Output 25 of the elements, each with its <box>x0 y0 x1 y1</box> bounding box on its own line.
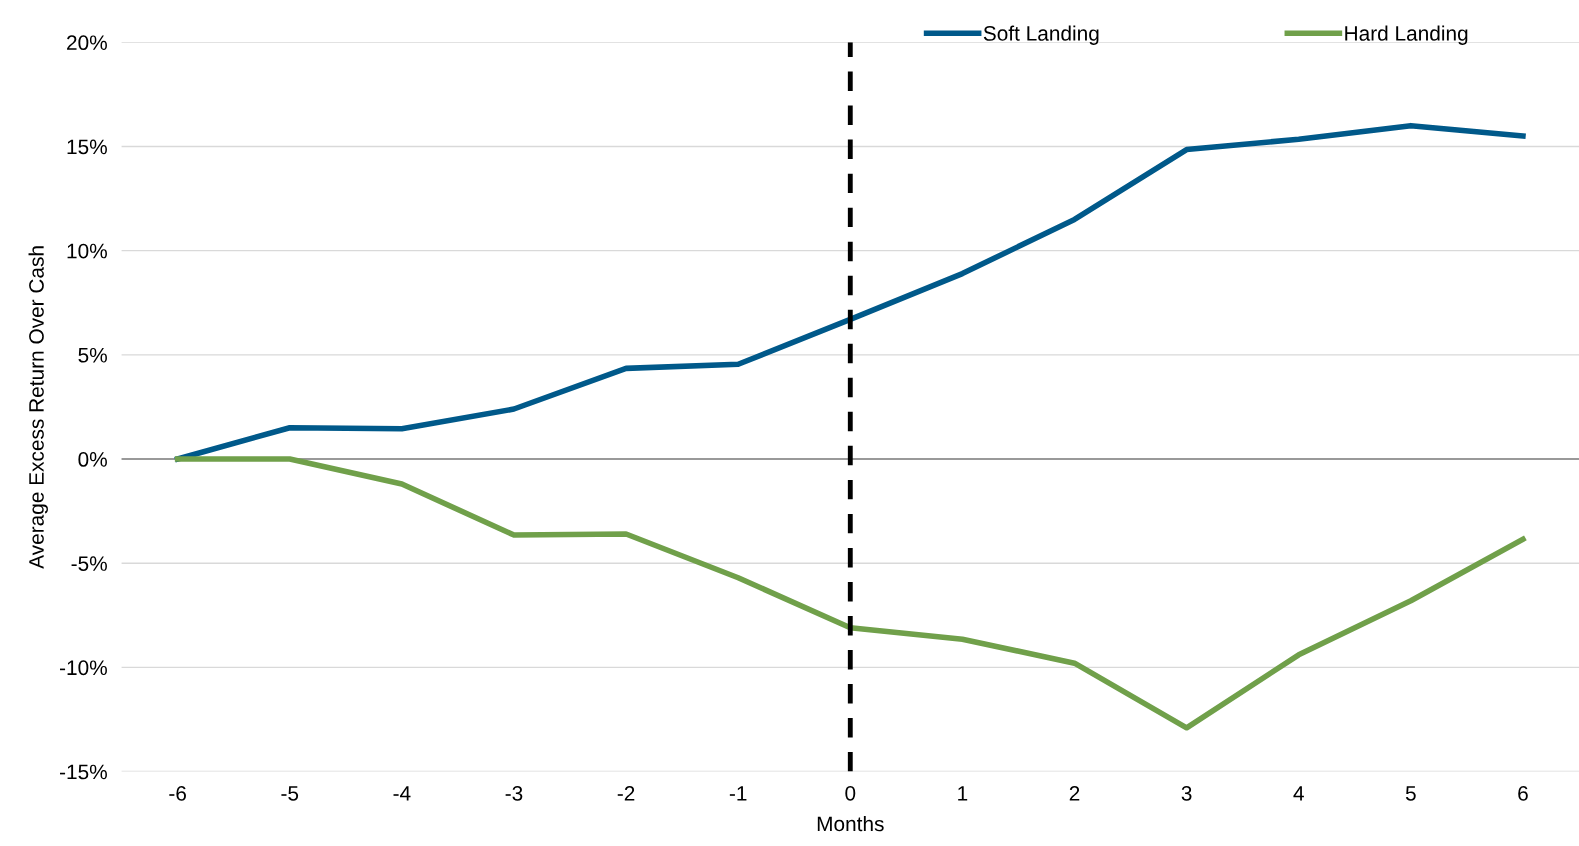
x-tick-label: -4 <box>393 786 411 801</box>
x-tick-label: -2 <box>617 785 635 801</box>
y-tick-label: 0% <box>78 452 107 467</box>
x-tick-label: 5 <box>1405 786 1416 801</box>
y-tick-label: -10% <box>59 660 107 676</box>
legend-label: Soft Landing <box>983 25 1099 45</box>
y-tick-label: 10% <box>67 243 107 259</box>
x-tick-label: -3 <box>505 785 523 801</box>
x-tick-label: 3 <box>1181 785 1192 801</box>
legend-label: Hard Landing <box>1345 25 1468 45</box>
y-tick-label: 5% <box>78 347 107 363</box>
x-tick-label: -1 <box>729 786 747 801</box>
y-tick-label: 20% <box>67 35 107 51</box>
x-tick-label: -5 <box>281 786 299 801</box>
x-tick-label: 0 <box>845 785 856 801</box>
y-tick-label: -5% <box>71 556 107 571</box>
y-axis-title: Average Excess Return Over Cash <box>28 246 48 569</box>
x-tick-label: 4 <box>1293 786 1304 801</box>
x-axis-title: Months <box>817 815 884 832</box>
x-tick-label: 2 <box>1069 785 1080 801</box>
y-tick-label: 15% <box>67 139 107 155</box>
x-tick-label: -6 <box>169 785 186 801</box>
x-tick-label: 6 <box>1518 785 1528 801</box>
y-tick-label: -15% <box>59 764 107 780</box>
x-tick-label: 1 <box>958 786 968 801</box>
